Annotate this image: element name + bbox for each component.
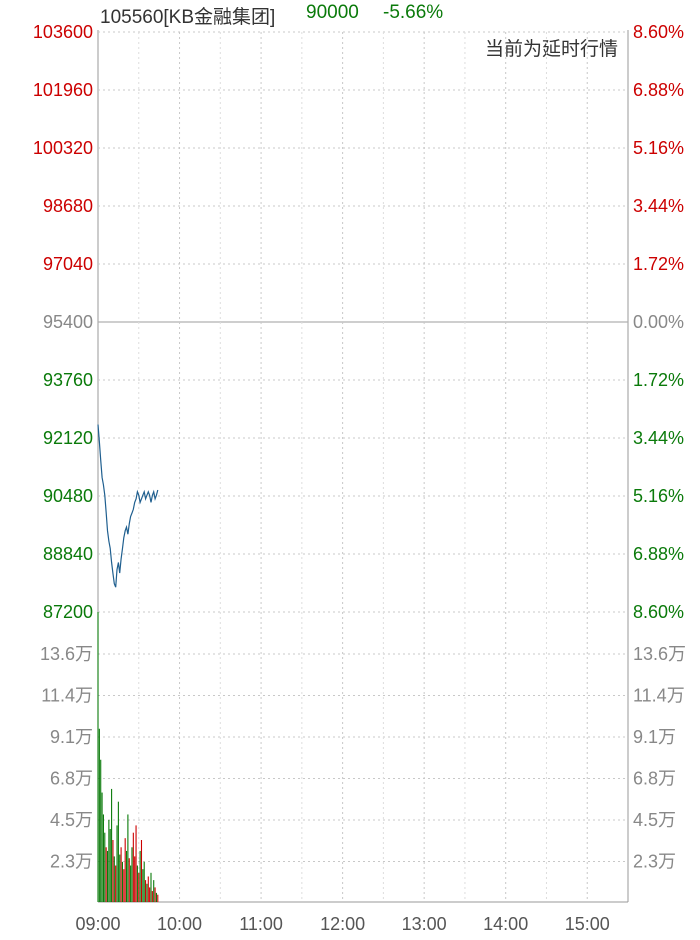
- header-change-pct: -5.66%: [383, 2, 444, 23]
- price-tick-label: 95400: [43, 312, 93, 332]
- volume-tick-label-right: 6.8万: [633, 769, 676, 789]
- pct-tick-label: 3.44%: [633, 428, 684, 448]
- price-tick-label: 101960: [33, 80, 93, 100]
- pct-tick-label: 8.60%: [633, 602, 684, 622]
- time-tick-label: 14:00: [483, 914, 528, 934]
- time-tick-label: 11:00: [239, 914, 283, 934]
- volume-tick-label-left: 11.4万: [41, 686, 93, 706]
- price-tick-label: 98680: [43, 196, 93, 216]
- price-tick-label: 88840: [43, 544, 93, 564]
- price-tick-label: 92120: [43, 428, 93, 448]
- pct-tick-label: 5.16%: [633, 486, 684, 506]
- price-tick-label: 87200: [43, 602, 93, 622]
- pct-tick-label: 1.72%: [633, 254, 684, 274]
- time-tick-label: 10:00: [157, 914, 202, 934]
- volume-tick-label-right: 11.4万: [633, 686, 685, 706]
- volume-tick-label-right: 13.6万: [633, 644, 686, 664]
- time-tick-label: 15:00: [565, 914, 610, 934]
- pct-tick-label: 3.44%: [633, 196, 684, 216]
- pct-tick-label: 1.72%: [633, 370, 684, 390]
- price-tick-label: 93760: [43, 370, 93, 390]
- price-tick-label: 103600: [33, 22, 93, 42]
- time-tick-label: 13:00: [402, 914, 447, 934]
- pct-tick-label: 0.00%: [633, 312, 684, 332]
- volume-tick-label-right: 2.3万: [633, 852, 676, 872]
- pct-tick-label: 8.60%: [633, 22, 684, 42]
- volume-tick-label-left: 13.6万: [40, 644, 93, 664]
- header-stock-label: 105560[KB金融集团]: [100, 7, 276, 28]
- time-tick-label: 09:00: [75, 914, 120, 934]
- header-price: 90000: [306, 2, 359, 23]
- pct-tick-label: 6.88%: [633, 80, 684, 100]
- volume-tick-label-left: 6.8万: [50, 769, 93, 789]
- volume-tick-label-right: 4.5万: [633, 810, 676, 830]
- pct-tick-label: 6.88%: [633, 544, 684, 564]
- price-tick-label: 100320: [33, 138, 93, 158]
- volume-tick-label-left: 9.1万: [50, 727, 93, 747]
- price-tick-label: 90480: [43, 486, 93, 506]
- time-tick-label: 12:00: [320, 914, 365, 934]
- price-tick-label: 97040: [43, 254, 93, 274]
- price-series-line: [97, 424, 159, 588]
- volume-tick-label-right: 9.1万: [633, 727, 676, 747]
- volume-tick-label-left: 2.3万: [50, 852, 93, 872]
- volume-tick-label-left: 4.5万: [50, 810, 93, 830]
- delayed-quote-notice: 当前为延时行情: [484, 38, 618, 60]
- pct-tick-label: 5.16%: [633, 138, 684, 158]
